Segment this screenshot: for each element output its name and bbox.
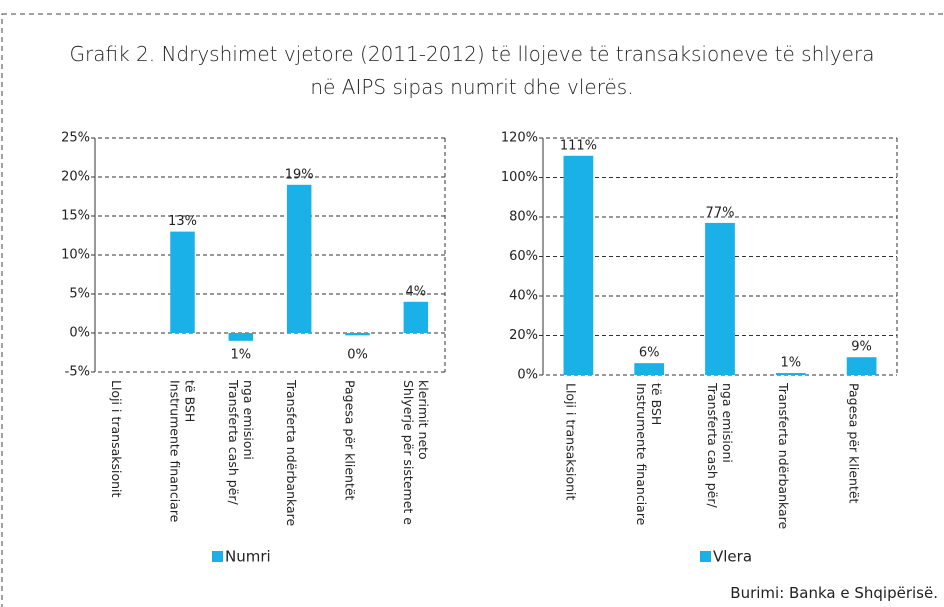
y-tick-label: 15% xyxy=(61,209,90,224)
data-label: 9% xyxy=(851,340,872,355)
y-tick-label: 60% xyxy=(509,249,538,264)
y-tick-label: 25% xyxy=(61,131,90,146)
y-tick-label: 100% xyxy=(501,170,538,185)
bar xyxy=(170,231,195,333)
x-tick-label: Shlyerje për sistemet e klerimit neto xyxy=(400,380,431,525)
y-tick-label: 80% xyxy=(509,210,538,225)
y-tick-label: 10% xyxy=(61,248,90,263)
data-label: 77% xyxy=(706,205,735,220)
y-tick-label: 0% xyxy=(517,368,538,383)
source-note: Burimi: Banka e Shqipërisë. xyxy=(730,584,938,602)
y-tick-label: -5% xyxy=(65,365,90,380)
x-tick-label: Lloji i transaksionit xyxy=(109,380,125,498)
legend-swatch xyxy=(700,551,711,562)
data-label: 6% xyxy=(639,346,660,361)
x-tick-label: Pagesa për klientët xyxy=(342,380,358,501)
y-tick-label: 0% xyxy=(69,326,90,341)
x-tick-label: Transferta cash për/ nga emisioni xyxy=(225,380,256,505)
x-tick-label: Instrumente financiare të BSH xyxy=(167,380,198,523)
y-tick-label: 5% xyxy=(69,287,90,302)
x-tick-label: Transferta cash për/ nga emisioni xyxy=(705,383,735,508)
bar xyxy=(403,301,429,333)
bar xyxy=(705,222,735,375)
bar xyxy=(286,184,312,333)
x-tick-label: Lloji i transaksionit xyxy=(563,383,579,501)
bar xyxy=(228,333,254,341)
legend-label: Numri xyxy=(225,548,271,566)
y-tick-label: 120% xyxy=(501,131,538,146)
data-label: 19% xyxy=(285,167,314,182)
data-label: 1% xyxy=(780,356,801,371)
bar xyxy=(345,333,370,336)
y-tick-label: 20% xyxy=(61,170,90,185)
y-tick-label: 40% xyxy=(509,289,538,304)
x-tick-label: Pagesa për klientët xyxy=(846,383,862,504)
chart-title: Grafik 2. Ndryshimet vjetore (2011-2012)… xyxy=(69,42,875,99)
bar xyxy=(775,373,806,375)
data-label: 1% xyxy=(231,348,252,363)
legend-label: Vlera xyxy=(713,548,752,566)
x-tick-label: Instrumente financiare të BSH xyxy=(634,383,665,526)
frame-border xyxy=(1,13,944,607)
bar xyxy=(563,155,594,375)
data-label: 111% xyxy=(560,138,597,153)
data-label: 0% xyxy=(347,348,368,363)
bar xyxy=(846,357,877,375)
x-tick-label: Transferta ndërbankare xyxy=(775,383,791,530)
y-tick-label: 20% xyxy=(509,328,538,343)
bar xyxy=(634,363,665,375)
legend-swatch xyxy=(212,551,223,562)
data-label: 13% xyxy=(168,214,197,229)
x-tick-label: Transferta ndërbankare xyxy=(284,380,300,527)
data-label: 4% xyxy=(406,284,427,299)
